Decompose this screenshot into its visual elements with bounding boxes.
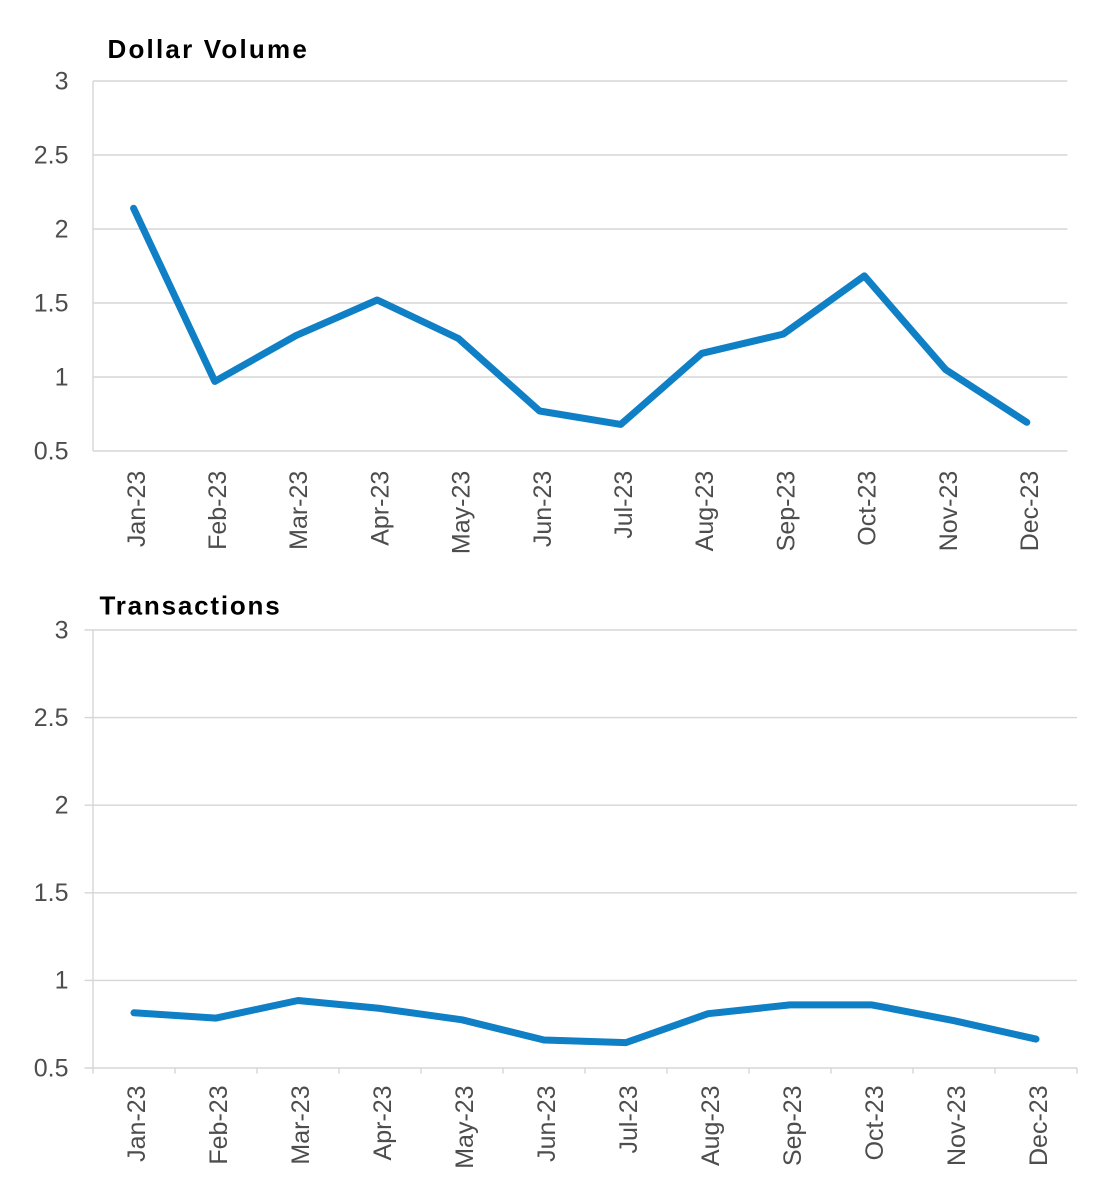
svg-text:Sep-23: Sep-23 [772, 471, 800, 552]
svg-text:1: 1 [55, 363, 69, 391]
svg-text:Nov-23: Nov-23 [943, 1085, 971, 1166]
svg-text:Oct-23: Oct-23 [854, 471, 882, 546]
svg-text:Apr-23: Apr-23 [366, 471, 394, 546]
svg-text:2: 2 [55, 215, 69, 243]
svg-text:1.5: 1.5 [34, 879, 69, 907]
svg-text:2.5: 2.5 [34, 704, 69, 732]
svg-text:Aug-23: Aug-23 [691, 471, 719, 552]
svg-text:May-23: May-23 [448, 471, 476, 554]
svg-text:Transactions: Transactions [100, 591, 282, 621]
svg-text:Jun-23: Jun-23 [533, 1085, 561, 1161]
svg-text:3: 3 [55, 616, 69, 644]
svg-text:Nov-23: Nov-23 [935, 471, 963, 552]
svg-text:Jun-23: Jun-23 [529, 471, 557, 547]
svg-text:0.5: 0.5 [34, 437, 69, 465]
svg-text:1.5: 1.5 [34, 289, 69, 317]
svg-text:May-23: May-23 [451, 1085, 479, 1168]
svg-text:Apr-23: Apr-23 [369, 1085, 397, 1160]
svg-text:1: 1 [55, 967, 69, 995]
svg-text:Jan-23: Jan-23 [123, 1085, 151, 1161]
svg-text:Jan-23: Jan-23 [123, 471, 151, 547]
svg-text:Feb-23: Feb-23 [204, 471, 232, 550]
svg-text:Feb-23: Feb-23 [205, 1085, 233, 1164]
svg-text:Dec-23: Dec-23 [1025, 1085, 1053, 1166]
svg-text:Mar-23: Mar-23 [287, 1085, 315, 1164]
svg-text:2: 2 [55, 792, 69, 820]
svg-text:Aug-23: Aug-23 [697, 1085, 725, 1166]
svg-text:2.5: 2.5 [34, 141, 69, 169]
svg-text:Dollar Volume: Dollar Volume [108, 34, 310, 64]
svg-text:3: 3 [55, 67, 69, 95]
svg-text:0.5: 0.5 [34, 1054, 69, 1082]
svg-text:Sep-23: Sep-23 [779, 1085, 807, 1166]
svg-text:Mar-23: Mar-23 [285, 471, 313, 550]
svg-text:Jul-23: Jul-23 [610, 471, 638, 539]
svg-text:Dec-23: Dec-23 [1016, 471, 1044, 552]
svg-text:Jul-23: Jul-23 [615, 1085, 643, 1153]
svg-text:Oct-23: Oct-23 [861, 1085, 889, 1160]
